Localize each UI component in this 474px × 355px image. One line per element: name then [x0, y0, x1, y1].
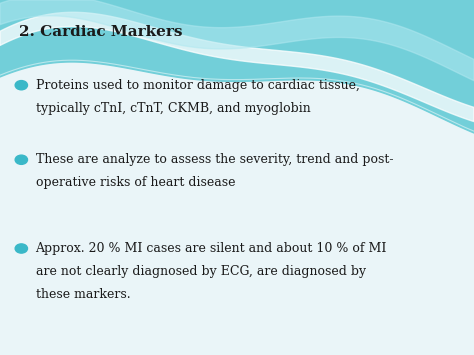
Text: these markers.: these markers. [36, 288, 130, 301]
Text: 2. Cardiac Markers: 2. Cardiac Markers [19, 25, 182, 39]
Circle shape [15, 81, 27, 90]
Text: are not clearly diagnosed by ECG, are diagnosed by: are not clearly diagnosed by ECG, are di… [36, 265, 365, 278]
Text: Proteins used to monitor damage to cardiac tissue,: Proteins used to monitor damage to cardi… [36, 79, 359, 92]
Text: These are analyze to assess the severity, trend and post-: These are analyze to assess the severity… [36, 153, 393, 166]
Circle shape [15, 155, 27, 164]
Text: operative risks of heart disease: operative risks of heart disease [36, 176, 235, 189]
Circle shape [15, 244, 27, 253]
Text: Approx. 20 % MI cases are silent and about 10 % of MI: Approx. 20 % MI cases are silent and abo… [36, 242, 387, 255]
Text: typically cTnI, cTnT, CKMB, and myoglobin: typically cTnI, cTnT, CKMB, and myoglobi… [36, 102, 310, 115]
